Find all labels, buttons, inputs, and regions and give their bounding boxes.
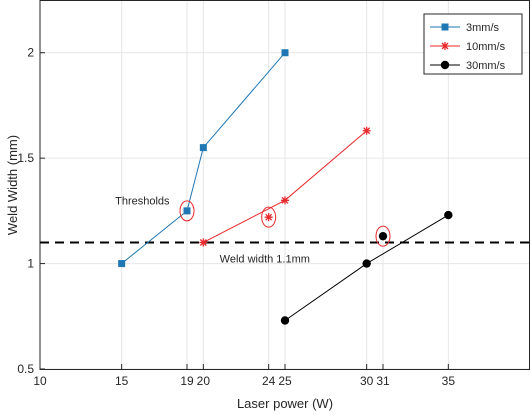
star-marker	[264, 213, 273, 222]
x-tick-label: 20	[197, 374, 211, 388]
legend-label: 10mm/s	[466, 41, 506, 53]
threshold-circle	[179, 200, 195, 222]
x-tick-label: 35	[442, 374, 456, 388]
y-tick-label: 1.5	[17, 151, 34, 165]
square-marker	[281, 49, 289, 57]
legend-label: 3mm/s	[466, 22, 500, 34]
x-tick-label: 25	[278, 374, 292, 388]
circle-marker	[362, 259, 371, 268]
circle-marker	[280, 316, 290, 325]
x-tick-label: 19	[180, 374, 194, 388]
threshold-circle	[261, 206, 277, 228]
square-marker	[199, 144, 207, 152]
y-tick-label: 0.5	[17, 362, 34, 376]
square-marker	[441, 23, 449, 31]
star-marker	[281, 196, 289, 205]
legend-box	[423, 13, 523, 75]
annotations: Thresholds	[115, 195, 391, 247]
square-marker	[118, 260, 126, 268]
circle-marker	[440, 60, 450, 70]
square-marker	[183, 207, 191, 215]
circle-marker	[378, 231, 388, 241]
series-group	[118, 49, 453, 325]
star-marker	[441, 42, 449, 50]
y-tick-label: 1	[27, 257, 34, 271]
thresholds-annotation: Thresholds	[115, 195, 170, 207]
x-tick-label: 15	[115, 374, 129, 388]
x-tick-label: 30	[360, 374, 374, 388]
x-axis-label: Laser power (W)	[237, 396, 333, 411]
y-tick-label: 2	[27, 46, 34, 60]
x-tick-label: 24	[262, 374, 276, 388]
legend: 3mm/s 10mm/s 30mm/s	[423, 13, 523, 75]
axes: 10 15 19 20 24 25 30 31 35 0.5 1 1.5 2	[17, 46, 455, 388]
x-tick-label: 31	[376, 374, 390, 388]
threshold-circle	[375, 225, 391, 247]
series-line-3mm/s	[121, 52, 286, 264]
star-marker	[362, 126, 371, 135]
x-tick-label: 10	[33, 374, 47, 388]
star-marker	[199, 238, 208, 247]
legend-label: 30mm/s	[466, 60, 506, 72]
reference-line-group: Weld width 1.1mm	[40, 241, 530, 265]
reference-line-label: Weld width 1.1mm	[220, 253, 310, 265]
y-axis-label: Weld Width (mm)	[5, 135, 20, 235]
circle-marker	[444, 210, 453, 220]
